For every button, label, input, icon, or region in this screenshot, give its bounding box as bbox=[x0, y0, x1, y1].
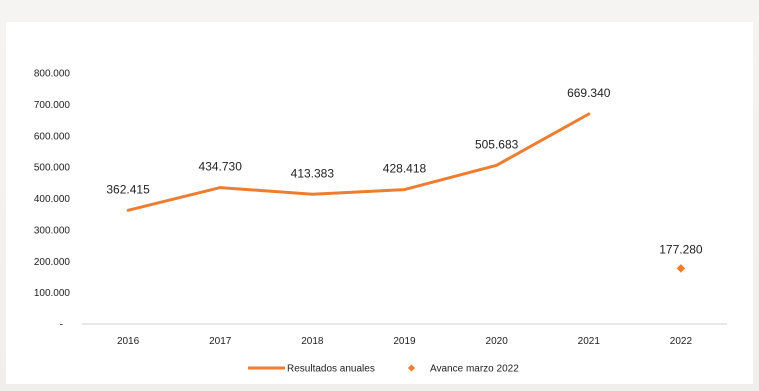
data-label: 434.730 bbox=[199, 160, 243, 174]
data-point-marker bbox=[676, 264, 686, 273]
x-tick-label: 2018 bbox=[301, 336, 324, 347]
y-tick-label: 300.000 bbox=[34, 225, 71, 236]
y-tick-label: 100.000 bbox=[34, 288, 71, 299]
data-label: 669.340 bbox=[567, 86, 611, 100]
x-tick-label: 2022 bbox=[670, 336, 693, 347]
y-tick-label: 600.000 bbox=[34, 131, 71, 142]
data-label: 362.415 bbox=[106, 182, 150, 196]
x-tick-label: 2017 bbox=[209, 336, 232, 347]
y-tick-label: 400.000 bbox=[34, 194, 71, 205]
y-tick-label: 700.000 bbox=[34, 100, 71, 111]
data-label: 428.418 bbox=[383, 162, 427, 176]
series-line-resultados-anuales bbox=[126, 112, 591, 212]
x-tick-label: 2016 bbox=[117, 336, 140, 347]
data-label: 413.383 bbox=[291, 166, 335, 180]
y-tick-label: - bbox=[60, 320, 63, 331]
legend-label: Avance marzo 2022 bbox=[430, 364, 519, 375]
x-tick-label: 2019 bbox=[393, 336, 416, 347]
legend-label: Resultados anuales bbox=[287, 364, 375, 375]
legend-swatch-marker bbox=[407, 364, 416, 372]
data-label: 177.280 bbox=[659, 242, 703, 256]
y-tick-label: 200.000 bbox=[34, 257, 71, 268]
y-tick-label: 500.000 bbox=[34, 163, 71, 174]
y-tick-label: 800.000 bbox=[34, 69, 71, 80]
x-tick-label: 2020 bbox=[486, 336, 509, 347]
x-tick-label: 2021 bbox=[578, 336, 601, 347]
data-label: 505.683 bbox=[475, 137, 519, 151]
